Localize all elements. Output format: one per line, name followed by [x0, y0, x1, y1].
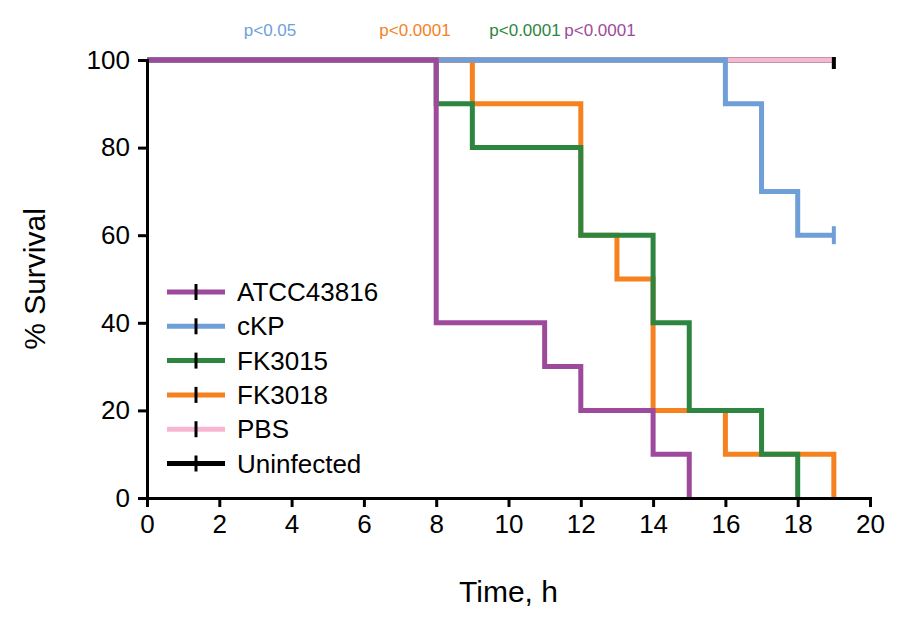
legend-marker: [195, 353, 198, 369]
plot-area: [147, 57, 834, 498]
tick: 2: [213, 498, 227, 539]
tick-label: 16: [711, 509, 740, 539]
legend-item: Uninfected: [167, 449, 361, 479]
y-axis-title: % Survival: [18, 208, 51, 350]
tick-label: 20: [101, 395, 130, 425]
tick: 4: [285, 498, 299, 539]
tick-label: 60: [101, 220, 130, 250]
legend-marker: [195, 318, 198, 334]
tick-mark: [652, 498, 655, 507]
legend-marker: [195, 387, 198, 403]
axis-line: [148, 499, 871, 508]
tick-mark: [138, 234, 147, 237]
tick-mark: [363, 498, 366, 507]
tick: 10: [495, 498, 524, 539]
survival-line: [147, 60, 689, 498]
p-value-annotation: p<0.0001: [489, 21, 560, 40]
tick-mark: [138, 409, 147, 412]
tick-mark: [797, 498, 800, 507]
tick: 12: [567, 498, 596, 539]
tick-label: 2: [213, 509, 227, 539]
p-value-annotation: p<0.0001: [564, 21, 635, 40]
p-value-annotation: p<0.0001: [379, 21, 450, 40]
legend: ATCC43816 cKP FK3015 FK3018 PBS Uninfected: [167, 277, 378, 479]
legend-label: ATCC43816: [237, 277, 378, 307]
tick: 60: [101, 220, 147, 250]
tick: 0: [116, 483, 147, 513]
tick: 8: [429, 498, 443, 539]
x-axis-title: Time, h: [459, 575, 558, 608]
tick-label: 10: [495, 509, 524, 539]
censor-tick: [832, 57, 836, 69]
legend-item: cKP: [167, 311, 285, 341]
legend-label: cKP: [237, 311, 285, 341]
survival-line: [147, 60, 834, 498]
chart: 0 2 4 6 8 10 12 14 16 18 20 0 20 40 60 80 100 Time, h % Su…: [0, 0, 900, 627]
x-axis: 0 2 4 6 8 10 12 14 16 18 20: [140, 498, 885, 539]
legend-label: FK3018: [237, 380, 328, 410]
tick-label: 80: [101, 132, 130, 162]
tick-label: 20: [856, 509, 885, 539]
legend-item: PBS: [167, 414, 289, 444]
tick-mark: [138, 147, 147, 150]
legend-marker: [195, 456, 198, 472]
tick-mark: [138, 59, 147, 62]
tick-mark: [869, 498, 872, 507]
legend-label: FK3015: [237, 346, 328, 376]
tick-label: 6: [357, 509, 371, 539]
survival-line: [147, 60, 798, 498]
tick-mark: [724, 498, 727, 507]
tick-label: 14: [639, 509, 668, 539]
tick: 16: [711, 498, 740, 539]
legend-marker: [195, 421, 198, 437]
tick-label: 4: [285, 509, 299, 539]
axis-line: [138, 61, 148, 499]
p-value-annotation: p<0.05: [244, 21, 296, 40]
tick: 0: [140, 498, 154, 539]
tick-mark: [435, 498, 438, 507]
tick-mark: [138, 497, 147, 500]
tick-mark: [508, 498, 511, 507]
legend-marker: [195, 284, 198, 300]
tick: 80: [101, 132, 147, 162]
tick: 100: [87, 45, 147, 75]
tick: 6: [357, 498, 371, 539]
tick-label: 18: [784, 509, 813, 539]
tick-label: 12: [567, 509, 596, 539]
tick: 20: [101, 395, 147, 425]
tick-label: 8: [429, 509, 443, 539]
tick: 20: [856, 498, 885, 539]
tick: 18: [784, 498, 813, 539]
censor-tick: [832, 57, 836, 69]
y-axis: 0 20 40 60 80 100: [87, 45, 148, 513]
survival-line: [147, 60, 834, 235]
tick-mark: [580, 498, 583, 507]
tick-mark: [291, 498, 294, 507]
tick: 40: [101, 308, 147, 338]
tick-label: 100: [87, 45, 130, 75]
tick-label: 0: [140, 509, 154, 539]
legend-label: Uninfected: [237, 449, 361, 479]
legend-item: FK3015: [167, 346, 328, 376]
legend-label: PBS: [237, 414, 289, 444]
tick-mark: [138, 322, 147, 325]
tick: 14: [639, 498, 668, 539]
tick-label: 40: [101, 308, 130, 338]
tick-label: 0: [116, 483, 130, 513]
censor-tick: [832, 226, 836, 244]
tick-mark: [218, 498, 221, 507]
legend-item: ATCC43816: [167, 277, 378, 307]
legend-item: FK3018: [167, 380, 328, 410]
